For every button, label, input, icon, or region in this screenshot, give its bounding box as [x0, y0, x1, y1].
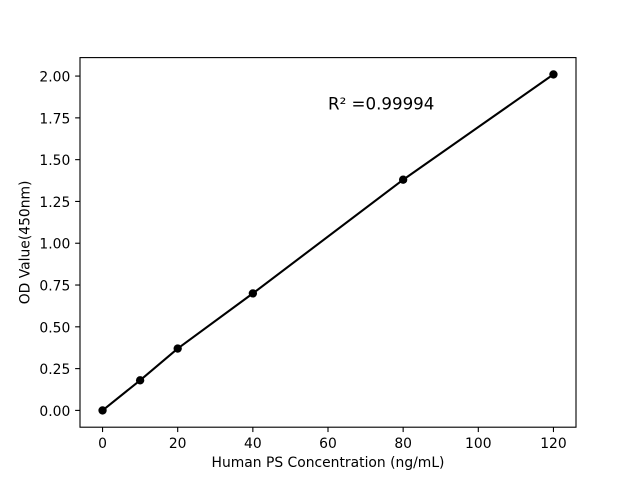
data-point-marker	[173, 344, 182, 353]
data-point-marker	[248, 289, 258, 298]
y-axis: 0.00 0.25 0.50 0.75 1.00 1.25 1.50 1.75 2.00	[39, 70, 80, 420]
x-axis: 0 20 40 60 80 100 120	[98, 427, 567, 452]
y-tick-label: 1.50	[39, 153, 70, 169]
x-tick-label: 80	[394, 436, 412, 452]
x-tick-label: 100	[465, 436, 491, 452]
data-point-marker	[549, 70, 558, 79]
data-point-marker	[398, 175, 408, 184]
y-tick-label: 1.25	[39, 195, 70, 211]
data-point-marker	[98, 406, 107, 415]
chart-root: 0 20 40 60 80 100 120 0.00 0.25 0.50 0.75 1.00 1.25 1…	[18, 57, 577, 471]
x-tick-label: 40	[244, 436, 262, 452]
y-tick-label: 0.75	[39, 279, 70, 295]
y-tick-label: 0.00	[39, 404, 70, 420]
x-tick-label: 20	[169, 436, 187, 452]
y-axis-label: OD Value(450nm)	[18, 181, 34, 305]
x-axis-label: Human PS Concentration (ng/mL)	[212, 455, 445, 471]
y-tick-label: 0.25	[39, 362, 70, 378]
data-point-marker	[135, 376, 145, 385]
annotation-r-squared: R² =0.99994	[328, 95, 434, 114]
x-tick-label: 0	[98, 436, 107, 452]
x-tick-label: 120	[540, 436, 566, 452]
x-tick-label: 60	[319, 436, 337, 452]
series-line	[101, 73, 555, 412]
y-tick-label: 2.00	[39, 70, 70, 86]
y-tick-label: 1.75	[39, 111, 70, 127]
y-tick-label: 1.00	[39, 237, 70, 253]
y-tick-label: 0.50	[39, 320, 70, 336]
series-markers	[98, 70, 558, 415]
